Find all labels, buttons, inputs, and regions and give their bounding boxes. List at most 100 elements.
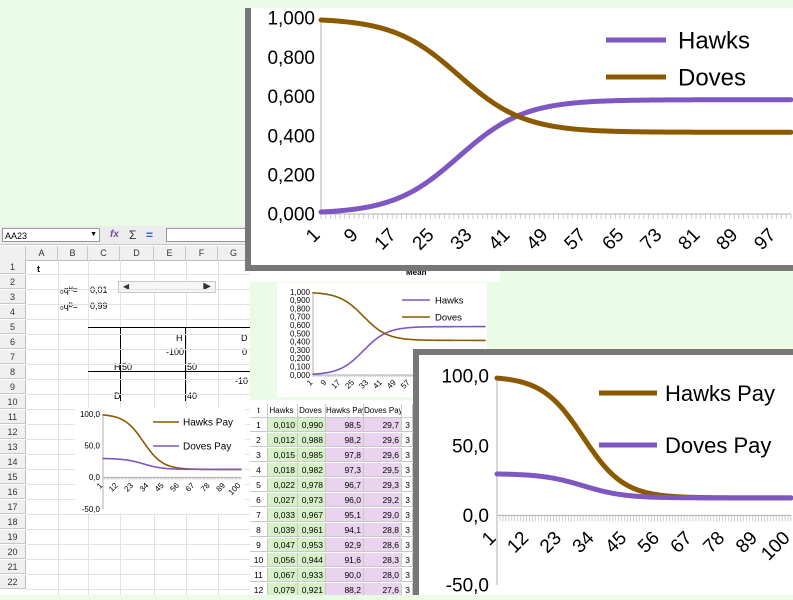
row-header[interactable]: 2 xyxy=(0,275,26,289)
table-cell[interactable]: 0,012 xyxy=(268,433,298,447)
table-header-cell[interactable]: t xyxy=(250,404,268,418)
table-cell[interactable]: 3 xyxy=(250,448,268,462)
table-cell[interactable]: 0,921 xyxy=(298,583,326,595)
table-cell[interactable]: 0,967 xyxy=(298,508,326,522)
table-header-cell[interactable]: Hawks Pay xyxy=(326,404,364,418)
table-cell[interactable]: 91,6 xyxy=(326,553,364,567)
scroll-left-icon[interactable]: ◀ xyxy=(123,282,130,291)
chart-small-payoffs[interactable]: 100,0 50,0 0,0 -50,0 1 12 23 34 45 56 67 78 89 100 Haw… xyxy=(75,408,245,514)
corner-cell[interactable] xyxy=(0,246,26,260)
table-cell[interactable]: 9 xyxy=(250,538,268,552)
row-header[interactable]: 7 xyxy=(0,350,26,364)
row-header[interactable]: 11 xyxy=(0,410,26,424)
cell-a1[interactable]: t xyxy=(37,264,40,274)
row-header[interactable]: 12 xyxy=(0,425,26,439)
sum-icon[interactable]: Σ xyxy=(129,228,137,242)
table-cell[interactable]: 0,018 xyxy=(268,463,298,477)
chart-right-payoffs[interactable]: 100,0 50,0 0,0 -50,0 1 12 23 34 45 56 67 78 89 100 Haw… xyxy=(413,349,793,597)
equals-icon[interactable]: = xyxy=(146,228,154,242)
row-header[interactable]: 4 xyxy=(0,305,26,319)
table-cell[interactable]: 0,027 xyxy=(268,493,298,507)
row-header[interactable]: 16 xyxy=(0,485,26,499)
series-line-doves[interactable] xyxy=(318,17,793,135)
table-cell[interactable]: 0,944 xyxy=(298,553,326,567)
table-cell[interactable]: 0,985 xyxy=(298,448,326,462)
table-cell[interactable]: 95,1 xyxy=(326,508,364,522)
row-header[interactable]: 18 xyxy=(0,515,26,529)
row-header[interactable]: 22 xyxy=(0,575,26,589)
table-cell[interactable]: 0,039 xyxy=(268,523,298,537)
table-header-cell[interactable]: Doves Pay xyxy=(364,404,402,418)
table-cell[interactable]: 0,978 xyxy=(298,478,326,492)
series-line-doves[interactable] xyxy=(312,292,486,342)
table-cell[interactable]: 96,0 xyxy=(326,493,364,507)
row-header[interactable]: 13 xyxy=(0,440,26,454)
table-cell[interactable]: 0,015 xyxy=(268,448,298,462)
table-cell[interactable]: 3 xyxy=(402,418,413,432)
table-cell[interactable]: 0,056 xyxy=(268,553,298,567)
row-header[interactable]: 15 xyxy=(0,470,26,484)
row-header[interactable]: 9 xyxy=(0,380,26,394)
table-cell[interactable]: 0,010 xyxy=(268,418,298,432)
table-cell[interactable]: 29,5 xyxy=(364,463,402,477)
table-cell[interactable]: 12 xyxy=(250,583,268,595)
series-line-doves-pay[interactable] xyxy=(494,471,793,501)
table-cell[interactable]: 0,047 xyxy=(268,538,298,552)
table-header-cell[interactable] xyxy=(402,404,413,418)
table-cell[interactable]: 0,933 xyxy=(298,568,326,582)
table-cell[interactable]: 97,8 xyxy=(326,448,364,462)
table-cell[interactable]: 3 xyxy=(402,538,413,552)
table-cell[interactable]: 27,6 xyxy=(364,583,402,595)
table-cell[interactable]: 0,973 xyxy=(298,493,326,507)
q-hawk-value[interactable]: 0,01 xyxy=(90,285,108,295)
table-cell[interactable]: 29,6 xyxy=(364,433,402,447)
row-header[interactable]: 10 xyxy=(0,395,26,409)
row-header[interactable]: 21 xyxy=(0,560,26,574)
table-cell[interactable]: 0,961 xyxy=(298,523,326,537)
column-header-b[interactable]: B xyxy=(58,246,88,260)
table-cell[interactable]: 0,988 xyxy=(298,433,326,447)
row-header[interactable]: 5 xyxy=(0,320,26,334)
table-cell[interactable]: 3 xyxy=(402,478,413,492)
row-header[interactable]: 8 xyxy=(0,365,26,379)
table-header-cell[interactable]: Hawks xyxy=(268,404,298,418)
column-header-a[interactable]: A xyxy=(26,246,58,260)
column-header-f[interactable]: F xyxy=(186,246,218,260)
table-cell[interactable]: 98,5 xyxy=(326,418,364,432)
table-cell[interactable]: 0,022 xyxy=(268,478,298,492)
row-header[interactable]: 14 xyxy=(0,455,26,469)
table-cell[interactable]: 29,3 xyxy=(364,478,402,492)
row-header[interactable]: 19 xyxy=(0,530,26,544)
table-cell[interactable]: 28,8 xyxy=(364,523,402,537)
column-header-d[interactable]: D xyxy=(120,246,154,260)
table-cell[interactable]: 0,033 xyxy=(268,508,298,522)
formula-input[interactable] xyxy=(166,228,248,242)
table-cell[interactable]: 0,990 xyxy=(298,418,326,432)
q-scrollbar[interactable]: ◀ ▶ xyxy=(118,281,216,293)
chevron-down-icon[interactable]: ▼ xyxy=(90,231,97,238)
table-cell[interactable]: 8 xyxy=(250,523,268,537)
row-header[interactable]: 1 xyxy=(0,260,26,274)
table-cell[interactable]: 29,0 xyxy=(364,508,402,522)
table-cell[interactable]: 3 xyxy=(402,523,413,537)
table-cell[interactable]: 98,2 xyxy=(326,433,364,447)
table-cell[interactable]: 0,067 xyxy=(268,568,298,582)
table-cell[interactable]: 0,982 xyxy=(298,463,326,477)
series-line-doves-pay[interactable] xyxy=(102,457,242,471)
table-cell[interactable]: 28,0 xyxy=(364,568,402,582)
row-header[interactable]: 17 xyxy=(0,500,26,514)
series-line-hawks[interactable] xyxy=(312,325,486,375)
column-header-c[interactable]: C xyxy=(88,246,120,260)
table-cell[interactable]: 90,0 xyxy=(326,568,364,582)
table-cell[interactable]: 0,953 xyxy=(298,538,326,552)
column-header-e[interactable]: E xyxy=(154,246,186,260)
table-cell[interactable]: 92,9 xyxy=(326,538,364,552)
table-cell[interactable]: 96,7 xyxy=(326,478,364,492)
table-cell[interactable]: 29,2 xyxy=(364,493,402,507)
table-cell[interactable]: 3 xyxy=(402,493,413,507)
table-cell[interactable]: 28,3 xyxy=(364,553,402,567)
table-cell[interactable]: 3 xyxy=(402,448,413,462)
table-cell[interactable]: 3 xyxy=(402,433,413,447)
row-header[interactable]: 20 xyxy=(0,545,26,559)
table-cell[interactable]: 3 xyxy=(402,508,413,522)
